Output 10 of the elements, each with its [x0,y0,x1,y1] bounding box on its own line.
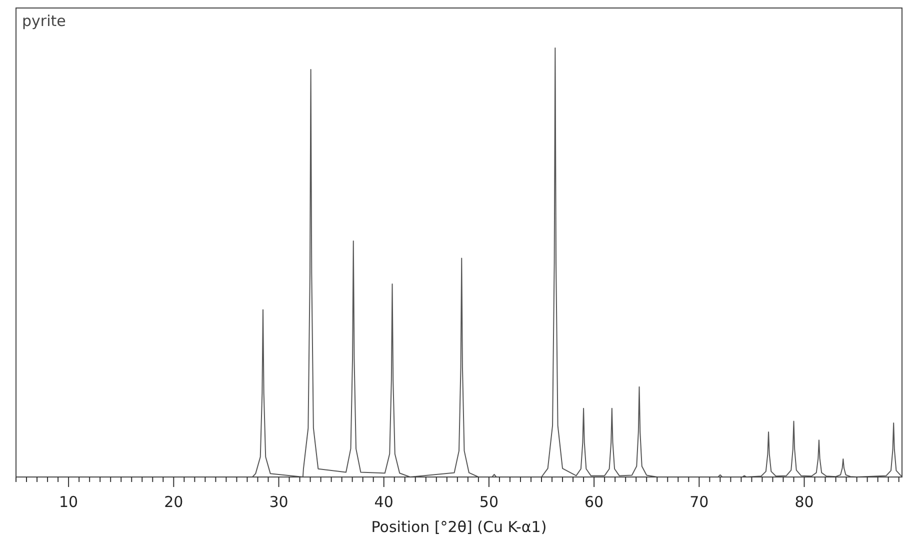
x-tick-label: 50 [479,493,498,511]
x-tick-label: 80 [794,493,814,511]
x-tick-label: 10 [59,493,78,511]
x-tick-label: 40 [374,493,394,511]
x-axis-title: Position [°2θ] (Cu K-α1) [371,518,547,536]
x-tick-label: 20 [164,493,184,511]
x-tick-label: 60 [584,493,604,511]
x-tick-label: 30 [269,493,288,511]
chart-title: pyrite [22,12,66,30]
x-tick-label: 70 [690,493,709,511]
